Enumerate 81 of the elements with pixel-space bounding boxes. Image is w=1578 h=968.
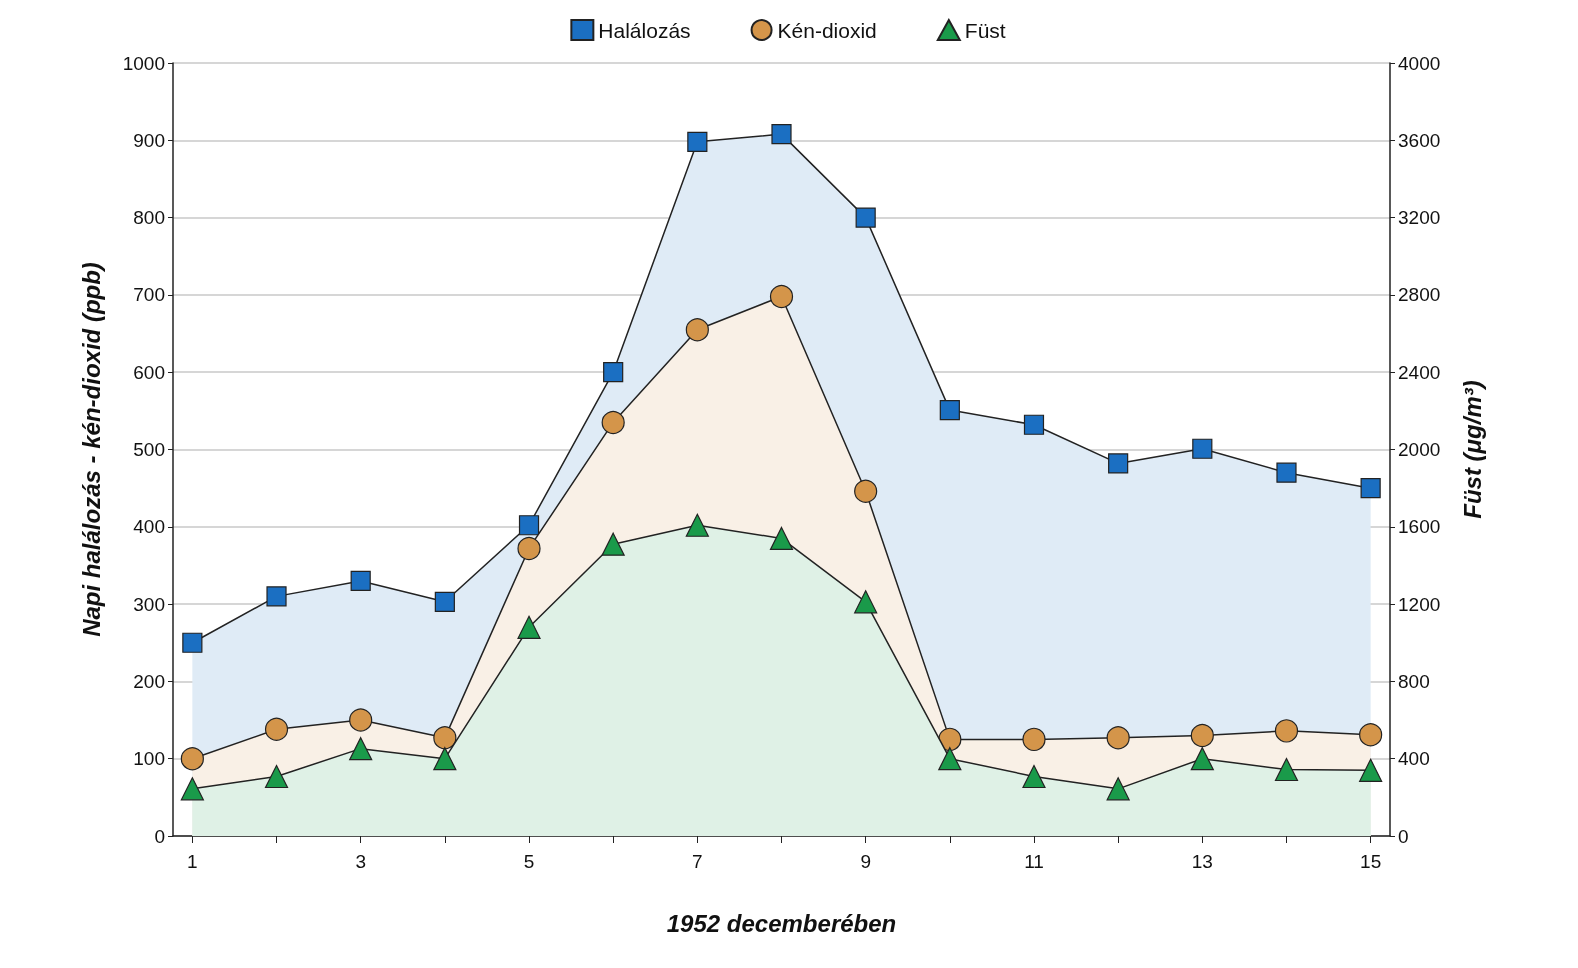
point	[769, 526, 794, 550]
x-tick-label: 13	[1191, 851, 1213, 872]
y-axis-title: Napi halálozás - kén-dioxid (ppb)	[77, 262, 105, 637]
y2-tick-label: 0	[1398, 825, 1409, 847]
point	[603, 362, 624, 383]
y2-tick-label: 1600	[1398, 516, 1441, 538]
point	[1359, 758, 1383, 782]
x-tick-label: 11	[1024, 851, 1044, 872]
point	[1022, 764, 1046, 789]
point	[1359, 723, 1383, 747]
point	[1190, 723, 1214, 748]
y2-tick-label: 400	[1398, 748, 1430, 770]
point	[685, 318, 709, 342]
point	[180, 777, 204, 801]
y2-tick-label: 3600	[1398, 129, 1441, 151]
point	[1022, 727, 1046, 751]
point	[433, 726, 457, 750]
y-tick-label: 500	[133, 439, 165, 460]
legend-label: Halálozás	[598, 18, 691, 42]
y2-tick-label: 800	[1398, 670, 1430, 692]
legend-label: Füst	[964, 18, 1006, 42]
point	[601, 532, 625, 556]
point	[685, 513, 709, 537]
point	[349, 737, 373, 761]
point	[854, 479, 878, 503]
x-tick-label: 7	[692, 851, 703, 872]
y2-axis-title: Füst (μg/m³)	[1458, 380, 1486, 519]
point	[433, 747, 457, 771]
point	[434, 591, 455, 612]
point	[938, 727, 962, 751]
y2-tick-label: 2400	[1398, 361, 1441, 383]
point	[1023, 414, 1045, 435]
point	[266, 586, 287, 607]
point	[1106, 777, 1130, 801]
x-tick-label: 3	[355, 851, 366, 872]
point	[938, 747, 962, 771]
y-tick-label: 0	[154, 825, 165, 847]
point	[1274, 757, 1299, 782]
x-tick-label: 5	[523, 851, 535, 872]
y-tick-label: 200	[133, 670, 165, 692]
point	[854, 590, 878, 614]
point	[1192, 438, 1213, 459]
point	[1360, 478, 1381, 499]
y-tick-label: 800	[133, 207, 165, 229]
point	[855, 207, 876, 228]
x-tick-label: 15	[1360, 851, 1382, 872]
point	[264, 717, 289, 741]
point	[182, 632, 203, 653]
x-tick-label: 1	[187, 851, 198, 872]
y2-tick-label: 2000	[1398, 439, 1441, 460]
point	[517, 615, 541, 639]
point	[601, 410, 625, 435]
point	[771, 124, 792, 145]
y-tick-label: 1000	[122, 52, 165, 74]
point	[769, 284, 794, 309]
y-tick-label: 300	[133, 593, 165, 615]
y-tick-label: 900	[133, 129, 165, 151]
y-tick-label: 700	[133, 284, 165, 306]
y2-tick-label: 1200	[1398, 593, 1441, 615]
point	[1274, 719, 1299, 743]
y2-tick-label: 4000	[1398, 52, 1441, 74]
point	[517, 536, 541, 561]
x-tick-label: 9	[860, 851, 871, 872]
y2-tick-label: 2800	[1398, 284, 1441, 306]
point	[264, 764, 289, 789]
point	[349, 708, 373, 732]
y-tick-label: 600	[133, 361, 165, 383]
legend-label: Kén-dioxid	[777, 18, 877, 42]
point	[687, 131, 708, 152]
point	[350, 570, 371, 592]
point	[1108, 453, 1129, 474]
y2-tick-label: 3200	[1398, 207, 1441, 229]
x-axis-title: 1952 decemberében	[666, 909, 897, 937]
point	[1276, 462, 1297, 483]
y-tick-label: 400	[133, 516, 165, 538]
point	[180, 747, 204, 771]
point	[1106, 726, 1130, 750]
point	[1190, 747, 1214, 771]
y-tick-label: 100	[133, 748, 165, 770]
point	[518, 515, 540, 536]
point	[939, 399, 960, 421]
